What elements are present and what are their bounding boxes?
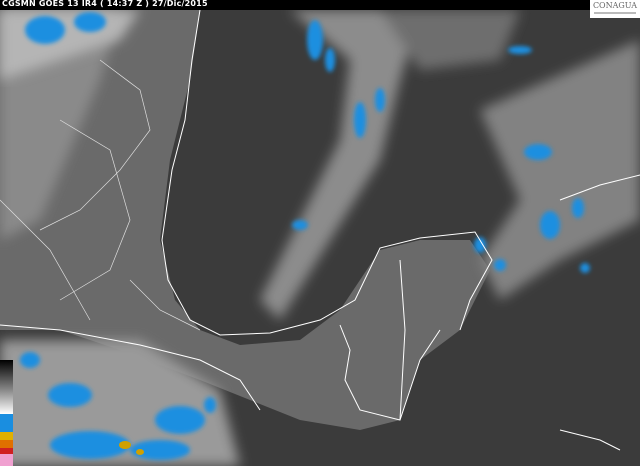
cold-cloud-tops <box>20 12 590 460</box>
warm-cold-tops <box>119 441 144 455</box>
coastlines-and-borders <box>0 9 640 451</box>
conagua-logo: CONAGUA <box>590 0 640 18</box>
temperature-color-legend <box>0 360 13 466</box>
legend-gray-light <box>0 390 13 414</box>
state-borders <box>0 59 201 331</box>
legend-blue <box>0 414 13 432</box>
cloud-bands <box>0 10 640 466</box>
land-mexico <box>0 10 490 430</box>
legend-orange <box>0 440 13 448</box>
image-title: CGSMN GOES 13 IR4 ( 14:37 Z ) 27/Dic/201… <box>2 0 208 8</box>
legend-yellow <box>0 432 13 440</box>
legend-pink <box>0 454 13 466</box>
title-bar: CGSMN GOES 13 IR4 ( 14:37 Z ) 27/Dic/201… <box>0 0 640 10</box>
legend-red <box>0 448 13 454</box>
legend-gray-dark <box>0 360 13 390</box>
